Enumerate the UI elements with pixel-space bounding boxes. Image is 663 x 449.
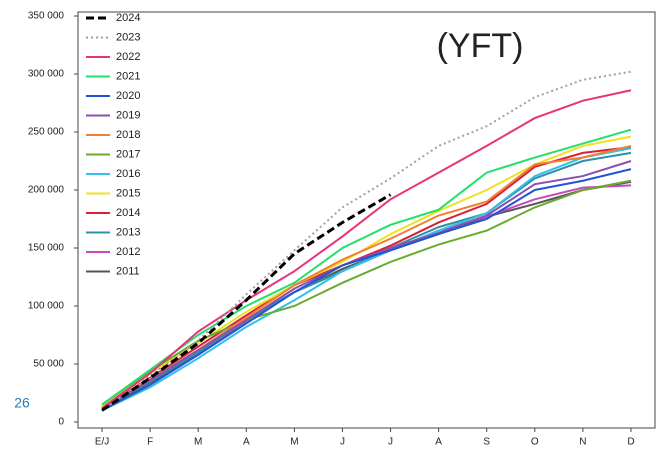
series-line — [101, 160, 632, 409]
x-tick-label: N — [579, 437, 586, 448]
x-tick-label: F — [147, 437, 153, 448]
annotation: (YFT) — [437, 27, 524, 65]
y-tick-label: 250 000 — [28, 127, 65, 138]
y-tick-label: 200 000 — [28, 185, 65, 196]
y-tick-label: 50 000 — [33, 359, 64, 370]
y-tick-label: 0 — [58, 417, 64, 428]
x-tick-label: J — [340, 437, 345, 448]
legend-label: 2013 — [116, 226, 140, 238]
y-tick-label: 350 000 — [28, 11, 65, 22]
legend-label: 2012 — [116, 246, 140, 258]
series-line — [101, 135, 632, 408]
legend-label: 2016 — [116, 168, 140, 180]
legend-label: 2022 — [116, 51, 140, 63]
x-tick-label: D — [627, 437, 634, 448]
series-line — [101, 128, 632, 406]
x-tick-label: J — [388, 437, 393, 448]
series-line — [101, 179, 632, 406]
legend-label: 2024 — [116, 12, 140, 24]
y-tick-label: 300 000 — [28, 69, 65, 80]
series-line — [101, 147, 632, 412]
series-line — [101, 168, 632, 412]
legend-label: 2021 — [116, 70, 140, 82]
legend-label: 2019 — [116, 109, 140, 121]
legend-label: 2011 — [116, 265, 140, 277]
x-tick-label: M — [194, 437, 202, 448]
series-line — [101, 70, 632, 412]
page-number: 26 — [14, 395, 30, 411]
legend-label: 2018 — [116, 129, 140, 141]
legend-label: 2014 — [116, 207, 140, 219]
x-tick-label: A — [435, 437, 442, 448]
legend-label: 2020 — [116, 90, 140, 102]
x-tick-label: E/J — [95, 437, 109, 448]
series-line — [101, 151, 632, 409]
x-tick-label: A — [243, 437, 250, 448]
legend-label: 2023 — [116, 31, 140, 43]
x-tick-label: M — [290, 437, 298, 448]
y-tick-label: 150 000 — [28, 243, 65, 254]
plot-frame — [77, 11, 656, 429]
series-line — [101, 146, 632, 409]
series-line — [101, 193, 392, 412]
legend-label: 2017 — [116, 148, 140, 160]
x-tick-label: O — [531, 437, 539, 448]
series-line — [101, 180, 632, 411]
x-tick-label: S — [483, 437, 490, 448]
y-tick-label: 100 000 — [28, 301, 65, 312]
legend-label: 2015 — [116, 187, 140, 199]
series-line — [101, 89, 632, 409]
